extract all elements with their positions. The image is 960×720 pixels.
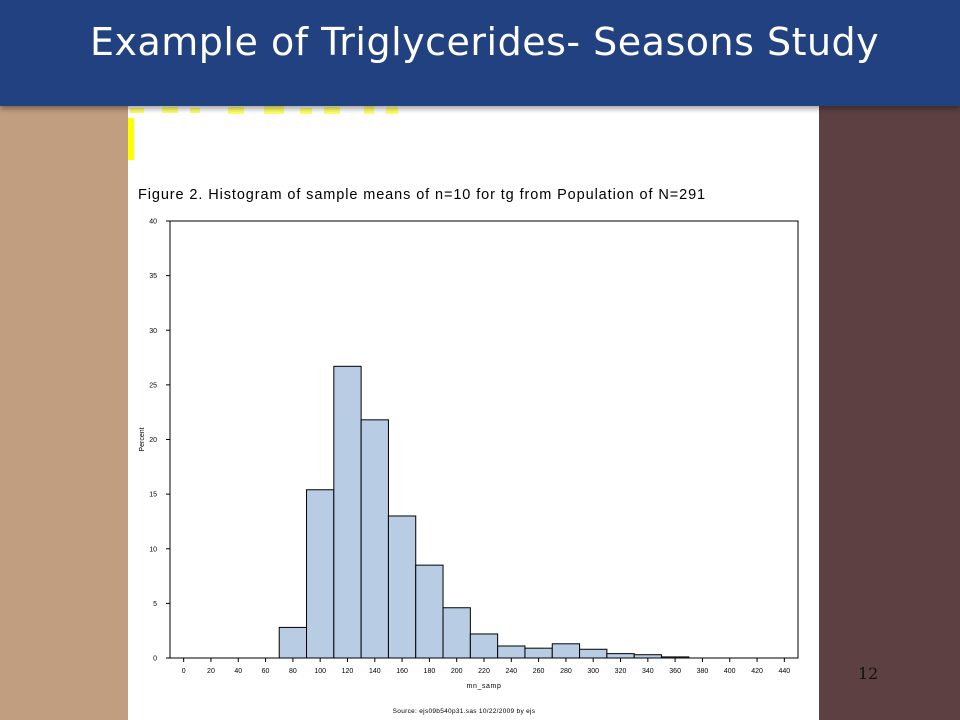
histogram-bar bbox=[551, 643, 581, 659]
histogram-bars bbox=[278, 365, 690, 659]
x-tick-label: 300 bbox=[587, 668, 599, 675]
x-tick-label: 40 bbox=[234, 668, 242, 675]
chart-title: Figure 2. Histogram of sample means of n… bbox=[138, 187, 707, 203]
ghost-text-artifact bbox=[130, 106, 398, 114]
title-bar: Example of Triglycerides- Seasons Study bbox=[0, 0, 960, 106]
y-tick-label: 40 bbox=[149, 219, 157, 226]
histogram-bar bbox=[633, 654, 662, 659]
x-tick-label: 360 bbox=[669, 668, 681, 675]
y-tick-label: 20 bbox=[149, 437, 157, 444]
x-axis-ticks: 0 20 40 60 80 100 120 140 160 180 200 220 240 260 280 3… bbox=[182, 658, 791, 675]
x-tick-label: 140 bbox=[369, 668, 381, 675]
histogram-bar bbox=[524, 647, 553, 659]
x-tick-label: 440 bbox=[779, 668, 791, 675]
x-tick-label: 20 bbox=[207, 668, 215, 675]
x-tick-label: 340 bbox=[642, 668, 654, 675]
y-tick-label: 25 bbox=[149, 382, 157, 389]
histogram-bar bbox=[579, 648, 608, 659]
y-tick-label: 35 bbox=[149, 273, 157, 280]
content-panel bbox=[128, 106, 819, 720]
slide-title: Example of Triglycerides- Seasons Study bbox=[90, 20, 880, 64]
y-axis-label: Percent bbox=[139, 427, 146, 451]
histogram-bar bbox=[469, 633, 499, 659]
y-tick-label: 15 bbox=[149, 492, 157, 499]
histogram-bar bbox=[278, 626, 308, 659]
histogram-bar bbox=[415, 564, 444, 659]
x-tick-label: 280 bbox=[560, 668, 572, 675]
x-tick-label: 240 bbox=[505, 668, 517, 675]
histogram-bar bbox=[497, 645, 526, 659]
x-tick-label: 160 bbox=[396, 668, 408, 675]
x-axis-label: mn_samp bbox=[467, 683, 502, 690]
histogram-bar bbox=[660, 656, 690, 659]
x-tick-label: 120 bbox=[342, 668, 354, 675]
y-axis-ticks: 0 5 10 15 20 25 30 35 40 bbox=[149, 219, 170, 663]
highlight-artifact bbox=[128, 118, 134, 160]
histogram-bar bbox=[333, 365, 362, 659]
histogram-bar bbox=[360, 419, 389, 659]
x-tick-label: 320 bbox=[615, 668, 627, 675]
page-number: 12 bbox=[858, 664, 879, 683]
x-tick-label: 200 bbox=[451, 668, 463, 675]
y-tick-label: 0 bbox=[153, 656, 157, 663]
right-decorative-panel bbox=[819, 106, 960, 720]
x-tick-label: 180 bbox=[424, 668, 436, 675]
x-tick-label: 380 bbox=[697, 668, 709, 675]
histogram-bar bbox=[387, 515, 417, 659]
x-tick-label: 60 bbox=[262, 668, 270, 675]
x-tick-label: 400 bbox=[724, 668, 736, 675]
x-tick-label: 260 bbox=[533, 668, 545, 675]
plot-area-frame bbox=[169, 220, 799, 659]
left-decorative-panel bbox=[0, 106, 128, 720]
chart-footnote: Source: ejs09b540p31.sas 10/22/2009 by e… bbox=[393, 708, 536, 715]
histogram-bar bbox=[442, 607, 471, 659]
histogram-bar bbox=[306, 489, 335, 659]
x-tick-label: 0 bbox=[182, 668, 186, 675]
y-tick-label: 30 bbox=[149, 328, 157, 335]
y-tick-label: 10 bbox=[149, 546, 157, 553]
histogram-bar bbox=[606, 653, 635, 659]
x-tick-label: 420 bbox=[751, 668, 763, 675]
y-tick-label: 5 bbox=[153, 601, 157, 608]
x-tick-label: 80 bbox=[289, 668, 297, 675]
histogram-chart: 0 5 10 15 20 25 30 35 40 0 20 40 60 80 100 120 140 160 18… bbox=[139, 219, 799, 715]
x-tick-label: 220 bbox=[478, 668, 490, 675]
x-tick-label: 100 bbox=[314, 668, 326, 675]
